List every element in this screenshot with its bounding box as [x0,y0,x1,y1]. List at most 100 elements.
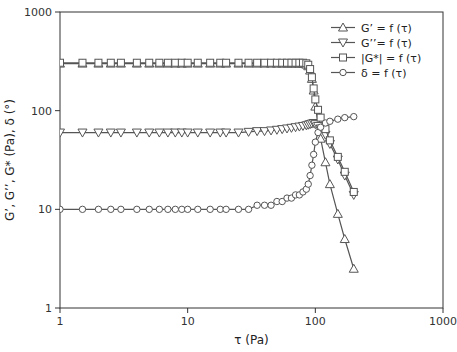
point [254,202,260,208]
point [60,59,64,66]
point [116,129,125,137]
point [326,137,333,144]
point [351,113,357,119]
point [342,114,348,120]
point [341,168,348,175]
point [310,85,317,92]
point [107,59,114,66]
x-tick [315,308,316,313]
point [164,59,171,66]
point [172,59,179,66]
point [222,129,231,137]
y-tick-label: 1 [45,302,52,315]
point [321,158,330,166]
legend-marker [340,69,346,75]
point [145,129,154,137]
point [95,206,101,212]
legend-label: G’ = f (τ) [361,22,412,35]
point [333,209,342,217]
point [315,106,322,113]
point [207,59,214,66]
legend: G’ = f (τ) G’’= f (τ) |G*| = f (τ) δ = f (τ… [331,22,421,80]
point [133,59,140,66]
series-line [60,64,354,269]
point [184,206,190,212]
point [172,206,178,212]
point [145,59,154,67]
point [117,59,124,66]
point [245,206,251,212]
series [60,119,358,199]
point [307,172,313,178]
point [183,59,192,67]
point [165,206,171,212]
x-tick [60,308,61,313]
point [206,59,215,67]
point [194,59,201,66]
point [307,74,316,82]
plot-area [60,59,358,272]
point [94,59,103,67]
x-tick [443,308,444,313]
x-tick-label: 1000 [429,315,457,328]
point [132,129,141,137]
series-line [60,123,354,195]
point [95,59,102,66]
point [132,59,141,67]
point [261,202,267,208]
point [79,59,86,66]
point [334,153,341,160]
point [134,206,140,212]
point [261,59,268,66]
point [94,129,103,137]
plot-frame [60,12,443,308]
y-tick-label: 100 [31,105,52,118]
chart: 11010010001101001000τ (Pa)G’, G’’, G* (P… [0,0,457,352]
point [340,235,349,243]
point [60,129,65,137]
point [235,206,241,212]
point [253,59,262,67]
point [312,96,319,103]
x-tick-label: 10 [181,315,195,328]
point [310,151,316,157]
x-axis-label: τ (Pa) [234,333,268,347]
y-axis-label: G’, G’’, G* (Pa), δ (°) [3,99,17,221]
legend-marker [339,39,348,47]
legend-label: G’’= f (τ) [361,37,412,50]
point [207,206,213,212]
point [235,59,242,66]
point [146,59,153,66]
point [118,206,124,212]
x-tick [187,308,188,313]
point [268,202,274,208]
point [234,129,243,137]
point [335,116,341,122]
series [60,59,357,195]
legend-marker [339,23,348,31]
point [146,206,152,212]
point [206,129,215,137]
point [306,66,315,74]
point [254,59,261,66]
x-tick-label: 1 [57,315,64,328]
point [108,206,114,212]
point [155,129,164,137]
point [155,59,164,67]
point [184,59,191,66]
series-line [60,117,354,210]
legend-marker [340,54,347,61]
x-tick-label: 100 [305,315,326,328]
legend-label: |G*| = f (τ) [361,52,421,65]
point [244,59,253,67]
point [244,128,253,136]
point [312,139,318,145]
point [349,264,358,272]
y-tick [55,110,60,111]
point [222,59,231,67]
point [309,162,315,168]
point [223,59,230,66]
point [223,206,229,212]
legend-label: δ = f (τ) [361,67,407,80]
point [60,206,63,212]
